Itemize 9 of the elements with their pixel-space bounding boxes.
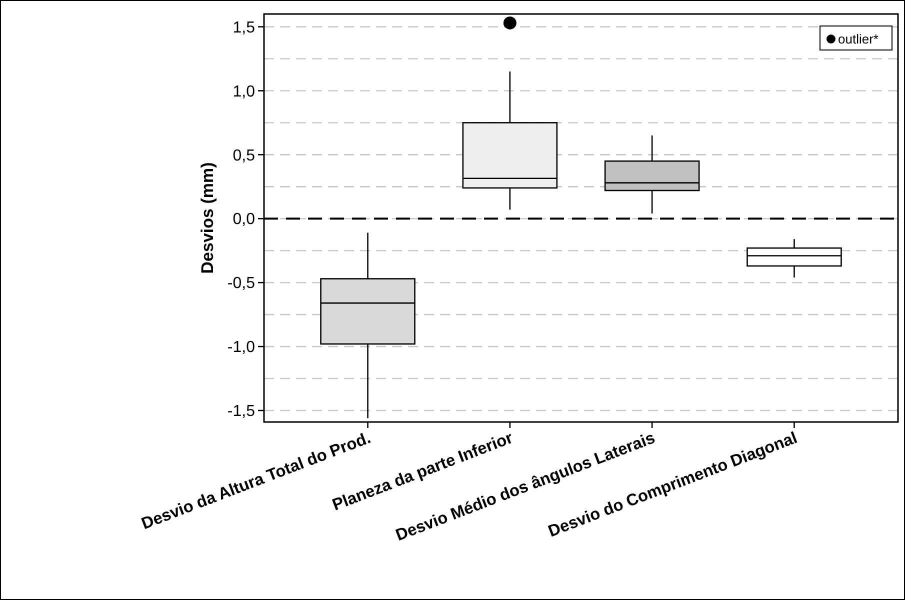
y-tick-label: 0,0: [232, 211, 256, 228]
y-tick-label: 0,5: [232, 147, 256, 164]
y-axis-title: Desvios (mm): [198, 162, 217, 274]
y-tick-label: -1,0: [227, 339, 256, 356]
y-tick-label: 1,5: [232, 19, 256, 36]
y-tick-label: -1,5: [227, 403, 256, 420]
y-tick-label: -0,5: [227, 275, 256, 292]
legend-label: outlier*: [838, 32, 878, 47]
y-tick-label: 1,0: [232, 83, 256, 100]
